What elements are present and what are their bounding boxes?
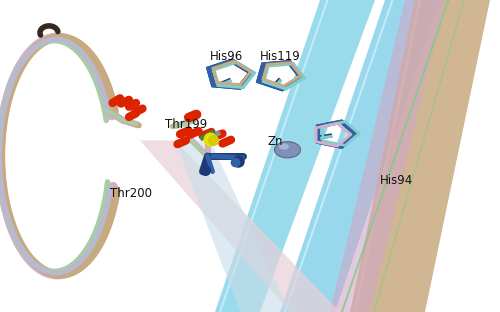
Text: His119: His119 bbox=[260, 50, 301, 63]
Polygon shape bbox=[215, 0, 375, 312]
Text: Thr199: Thr199 bbox=[165, 118, 208, 131]
Polygon shape bbox=[280, 0, 440, 312]
Text: Thr200: Thr200 bbox=[110, 187, 152, 200]
Polygon shape bbox=[140, 140, 340, 312]
Circle shape bbox=[274, 142, 300, 158]
Circle shape bbox=[279, 144, 289, 150]
Polygon shape bbox=[175, 140, 290, 312]
Text: His96: His96 bbox=[210, 50, 243, 63]
Text: His94: His94 bbox=[380, 174, 413, 188]
Text: Zn: Zn bbox=[268, 135, 283, 149]
Polygon shape bbox=[330, 0, 445, 312]
Polygon shape bbox=[350, 0, 490, 312]
